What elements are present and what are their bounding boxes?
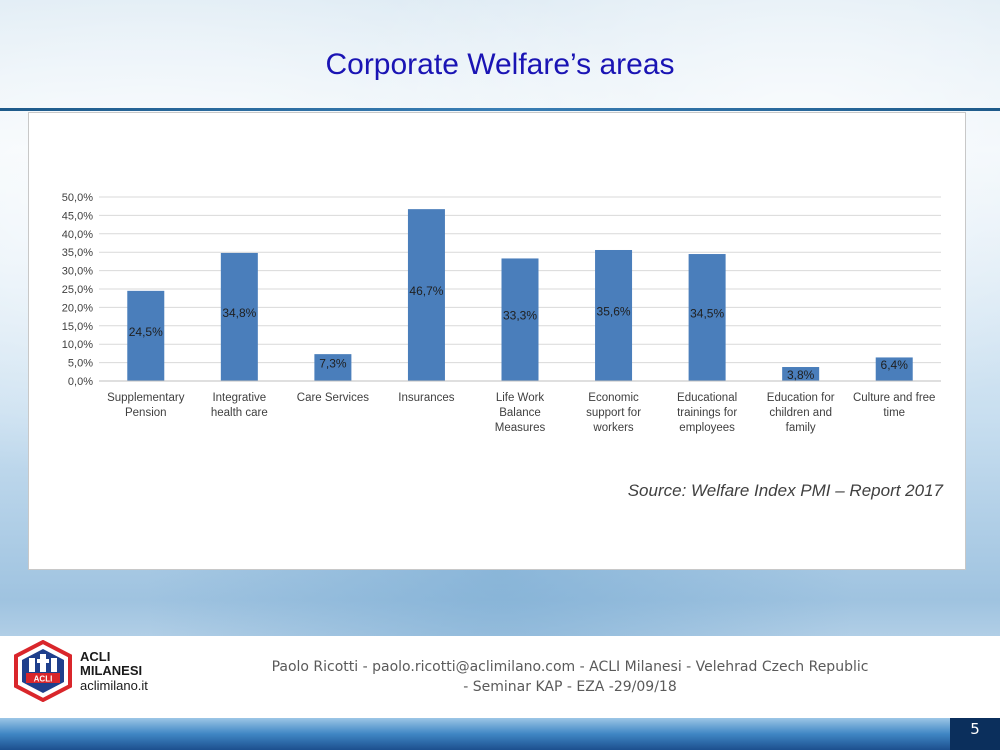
acli-logo-icon: ACLI: [14, 640, 72, 702]
slide-title: Corporate Welfare’s areas: [325, 48, 675, 81]
bar: [875, 357, 913, 381]
logo-name-line2: MILANESI: [80, 663, 143, 678]
x-tick-label: Life Work: [496, 392, 545, 404]
data-label: 6,4%: [881, 358, 909, 372]
y-tick-label: 40,0%: [62, 229, 93, 241]
footer-text: Paolo Ricotti - paolo.ricotti@aclimilano…: [220, 657, 920, 697]
data-label: 7,3%: [319, 357, 347, 371]
logo-text: ACLI MILANESI aclimilano.it: [80, 650, 148, 694]
data-label: 46,7%: [409, 284, 443, 298]
x-tick-label: Educational: [677, 392, 737, 404]
x-tick-label: health care: [211, 407, 268, 419]
x-tick-label: employees: [679, 422, 735, 434]
data-label: 33,3%: [503, 309, 537, 323]
x-tick-label: workers: [592, 422, 634, 434]
x-tick-label: Economic: [588, 392, 639, 404]
x-tick-label: time: [883, 407, 905, 419]
y-tick-label: 15,0%: [62, 321, 93, 333]
data-label: 34,8%: [222, 306, 256, 320]
y-tick-label: 20,0%: [62, 302, 93, 314]
x-tick-label: trainings for: [677, 407, 737, 419]
title-underline: [0, 108, 1000, 111]
y-tick-label: 50,0%: [62, 192, 93, 204]
logo-emblem-text: ACLI: [34, 675, 53, 684]
data-label: 35,6%: [597, 304, 631, 318]
bar: [688, 254, 726, 381]
x-tick-label: Education for: [767, 392, 835, 404]
data-label: 34,5%: [690, 307, 724, 321]
bar: [314, 354, 352, 381]
footer-line-1: Paolo Ricotti - paolo.ricotti@aclimilano…: [271, 659, 869, 675]
logo-site: aclimilano.it: [80, 678, 148, 693]
footer-wave-band: [0, 718, 950, 750]
x-tick-label: Measures: [495, 422, 546, 434]
page-number: 5: [970, 720, 980, 738]
logo-name-line1: ACLI: [80, 649, 111, 664]
bar-chart: 0,0% 5,0% 10,0% 15,0% 20,0% 25,0% 30,0% 35,0% 40…: [62, 192, 941, 434]
x-tick-label: Integrative: [212, 392, 266, 404]
chart-panel: 0,0% 5,0% 10,0% 15,0% 20,0% 25,0% 30,0% 35,0% 40…: [28, 112, 966, 570]
x-tick-label: Insurances: [398, 392, 455, 404]
x-tick-label: family: [786, 422, 816, 434]
y-tick-label: 25,0%: [62, 284, 93, 296]
bar: [595, 249, 633, 381]
y-tick-label: 0,0%: [68, 376, 93, 388]
x-tick-label: Pension: [125, 407, 167, 419]
bar: [220, 252, 258, 381]
bar: [782, 367, 820, 381]
source-note: Source: Welfare Index PMI – Report 2017: [627, 481, 943, 500]
x-tick-label: children and: [769, 407, 832, 419]
x-tick-label: Balance: [499, 407, 541, 419]
y-tick-label: 30,0%: [62, 266, 93, 278]
y-tick-label: 5,0%: [68, 358, 93, 370]
bar: [501, 258, 539, 381]
x-tick-label: support for: [586, 407, 641, 419]
x-tick-label: Culture and free: [853, 392, 935, 404]
y-tick-label: 35,0%: [62, 247, 93, 259]
y-tick-label: 45,0%: [62, 210, 93, 222]
x-tick-label: Care Services: [297, 392, 369, 404]
data-label: 3,8%: [787, 368, 815, 382]
x-tick-label: Supplementary: [107, 392, 185, 404]
data-label: 24,5%: [129, 325, 163, 339]
page-number-box: [950, 718, 1000, 750]
bar: [407, 209, 445, 381]
footer-line-2: - Seminar KAP - EZA -29/09/18: [463, 679, 677, 695]
bar: [127, 290, 165, 381]
y-tick-label: 10,0%: [62, 339, 93, 351]
